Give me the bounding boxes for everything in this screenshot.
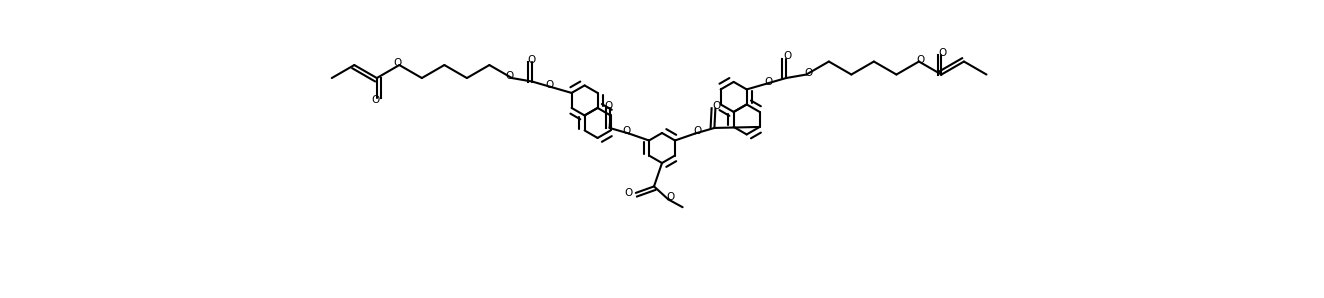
Text: O: O	[605, 101, 613, 111]
Text: O: O	[712, 101, 720, 111]
Text: O: O	[916, 55, 925, 65]
Text: O: O	[372, 95, 380, 105]
Text: O: O	[782, 51, 792, 61]
Text: O: O	[765, 77, 773, 86]
Text: O: O	[506, 71, 514, 81]
Text: O: O	[804, 68, 813, 77]
Text: O: O	[666, 193, 674, 202]
Text: O: O	[527, 55, 535, 65]
Text: O: O	[622, 126, 630, 136]
Text: O: O	[393, 58, 401, 68]
Text: O: O	[939, 48, 947, 58]
Text: O: O	[694, 126, 702, 136]
Text: O: O	[625, 188, 633, 198]
Text: O: O	[545, 80, 553, 90]
